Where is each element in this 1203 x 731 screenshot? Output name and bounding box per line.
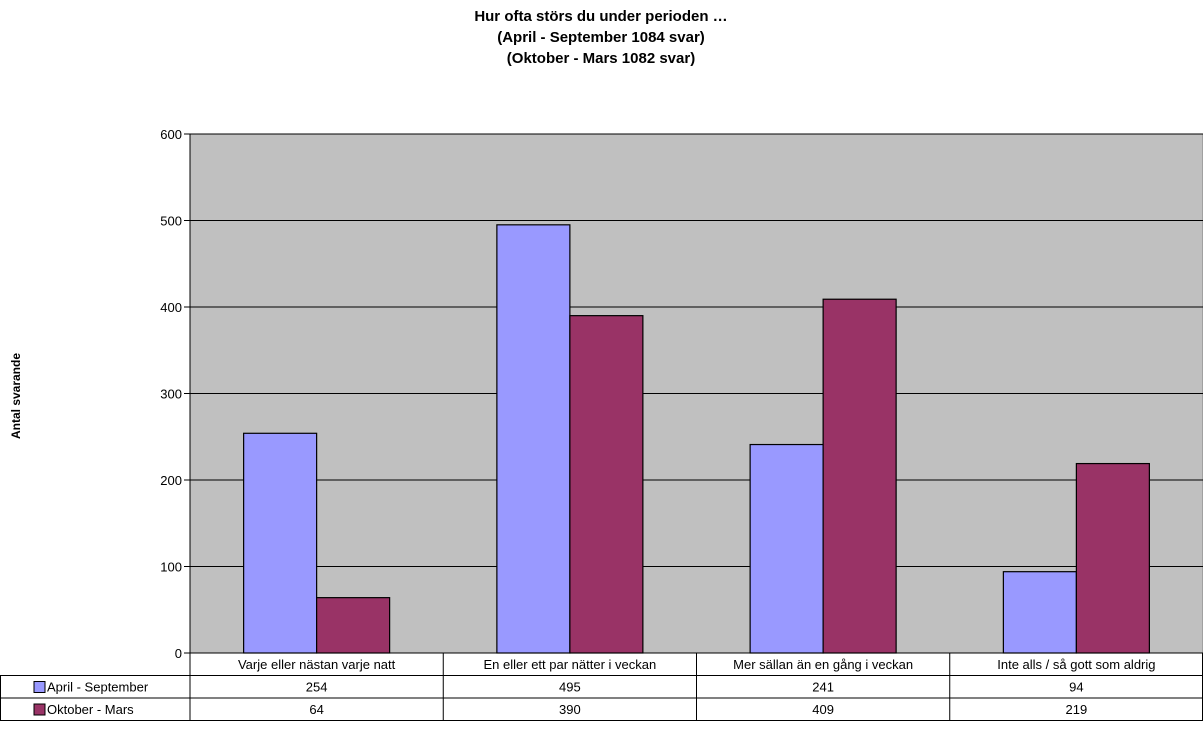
- y-tick-label: 300: [160, 387, 182, 402]
- bar-april-september: [749, 443, 824, 654]
- bar-april-september: [243, 432, 318, 654]
- category-label: Inte alls / så gott som aldrig: [997, 657, 1155, 672]
- y-tick-label: 0: [175, 646, 182, 661]
- legend-swatch: [33, 681, 46, 693]
- chart-title-line: (Oktober - Mars 1082 svar): [507, 50, 695, 67]
- category-label: En eller ett par nätter i veckan: [484, 657, 657, 672]
- table-value: 254: [306, 680, 328, 695]
- y-tick-label: 600: [160, 127, 182, 142]
- legend-series-name: Oktober - Mars: [47, 702, 134, 717]
- chart-title: Hur ofta störs du under perioden … (April…: [474, 8, 727, 67]
- y-tick-label: 200: [160, 473, 182, 488]
- category-label: Varje eller nästan varje natt: [238, 657, 396, 672]
- y-tick-label: 400: [160, 300, 182, 315]
- table-value: 409: [812, 702, 834, 717]
- y-tick-label: 500: [160, 214, 182, 229]
- legend-series-name: April - September: [47, 680, 149, 695]
- bar-oktober-mars: [316, 597, 391, 654]
- table-value: 390: [559, 702, 581, 717]
- data-table: Varje eller nästan varje natt En eller et…: [0, 652, 1203, 721]
- table-value: 94: [1069, 680, 1083, 695]
- chart-title-line: Hur ofta störs du under perioden …: [474, 8, 727, 25]
- legend-swatch: [33, 703, 46, 716]
- bar-oktober-mars: [1075, 462, 1150, 654]
- y-axis-label: Antal svarande: [9, 353, 23, 439]
- table-value: 495: [559, 680, 581, 695]
- gridlines: [190, 133, 1203, 567]
- y-tick-label: 100: [160, 560, 182, 575]
- bar-april-september: [496, 224, 571, 654]
- table-value: 64: [309, 702, 323, 717]
- table-value: 219: [1066, 702, 1088, 717]
- bar-oktober-mars: [569, 315, 644, 654]
- category-label: Mer sällan än en gång i veckan: [733, 657, 913, 672]
- bar-oktober-mars: [822, 298, 897, 654]
- y-axis-ticks: 0 100 200 300 400 500 600: [160, 127, 191, 661]
- bar-april-september: [1002, 571, 1077, 654]
- table-value: 241: [812, 680, 834, 695]
- chart-title-line: (April - September 1084 svar): [497, 29, 705, 46]
